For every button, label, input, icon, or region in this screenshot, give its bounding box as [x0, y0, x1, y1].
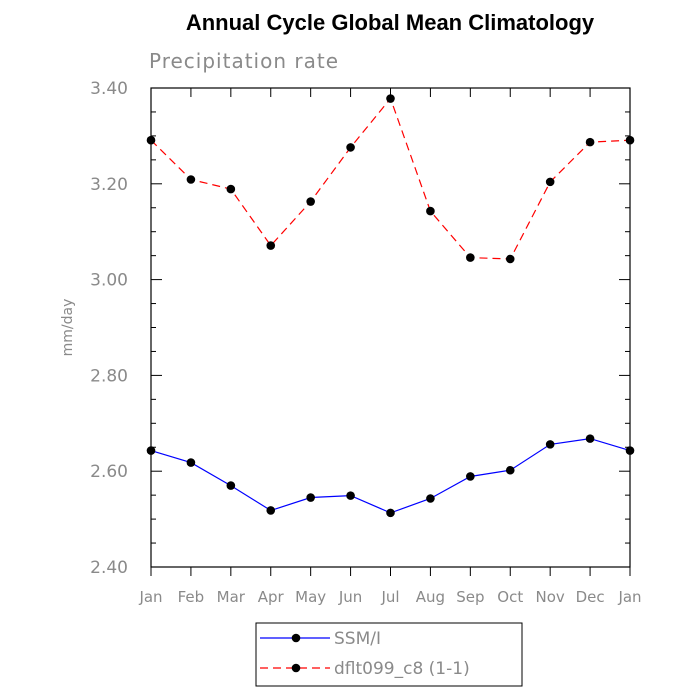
x-tick-label: Jan — [617, 588, 641, 606]
data-point — [545, 177, 555, 187]
data-point — [625, 446, 635, 455]
data-point — [186, 458, 196, 467]
x-tick-label: Jan — [138, 588, 162, 606]
series-line — [150, 437, 631, 514]
series-2 — [146, 94, 635, 264]
data-point — [625, 135, 635, 145]
axis-ticks: 2.40 2.60 2.80 3.00 3.20 3.40 Jan Feb Mar Apr May J… — [90, 79, 641, 606]
y-axis-label: mm/day — [60, 299, 76, 357]
x-tick-label: May — [295, 588, 326, 606]
x-tick-label: Nov — [536, 588, 565, 606]
x-tick-label: Sep — [456, 588, 484, 606]
x-tick-label: Feb — [178, 588, 205, 606]
y-tick-label: 3.00 — [90, 271, 128, 291]
data-point — [585, 434, 595, 443]
data-point — [146, 135, 156, 145]
legend-item: dflt099_c8 (1-1) — [260, 659, 470, 679]
data-point — [226, 481, 236, 490]
x-tick-label: Apr — [258, 588, 285, 606]
x-tick-label: Mar — [217, 588, 246, 606]
series-1 — [146, 434, 635, 518]
data-point — [466, 472, 475, 481]
data-point — [306, 493, 315, 502]
legend-label: SSM/I — [334, 629, 381, 649]
plot-frame — [150, 87, 631, 568]
data-point — [545, 440, 555, 449]
legend: SSM/I dflt099_c8 (1-1) — [255, 622, 523, 687]
data-point — [585, 137, 595, 147]
data-point — [505, 465, 515, 475]
data-point — [226, 184, 236, 194]
y-tick-label: 3.20 — [90, 175, 128, 195]
data-point — [386, 94, 395, 103]
data-point — [505, 254, 515, 264]
legend-marker — [291, 633, 301, 643]
data-point — [306, 197, 315, 206]
data-point — [466, 253, 475, 262]
data-point — [386, 508, 395, 518]
y-tick-label: 2.80 — [90, 366, 128, 386]
data-point — [146, 446, 156, 455]
y-tick-label: 3.40 — [90, 79, 128, 99]
x-tick-label: Oct — [497, 588, 523, 606]
x-tick-label: Jun — [338, 588, 362, 606]
legend-item: SSM/I — [260, 629, 381, 649]
legend-label: dflt099_c8 (1-1) — [334, 659, 470, 679]
legend-box — [255, 622, 523, 687]
data-point — [426, 206, 435, 216]
chart-subtitle: Precipitation rate — [149, 49, 339, 73]
y-tick-label: 2.60 — [90, 462, 128, 482]
chart-title: Annual Cycle Global Mean Climatology — [186, 10, 595, 35]
legend-marker — [291, 663, 301, 673]
x-tick-label: Dec — [576, 588, 605, 606]
y-tick-label: 2.40 — [90, 558, 128, 578]
data-point — [346, 143, 355, 152]
series-line — [150, 97, 631, 260]
x-tick-label: Jul — [380, 588, 399, 606]
series-layer — [146, 94, 635, 518]
x-tick-label: Aug — [416, 588, 445, 606]
data-point — [266, 241, 276, 250]
data-point — [346, 491, 355, 500]
data-point — [426, 494, 435, 503]
data-point — [186, 175, 196, 184]
data-point — [266, 506, 276, 515]
